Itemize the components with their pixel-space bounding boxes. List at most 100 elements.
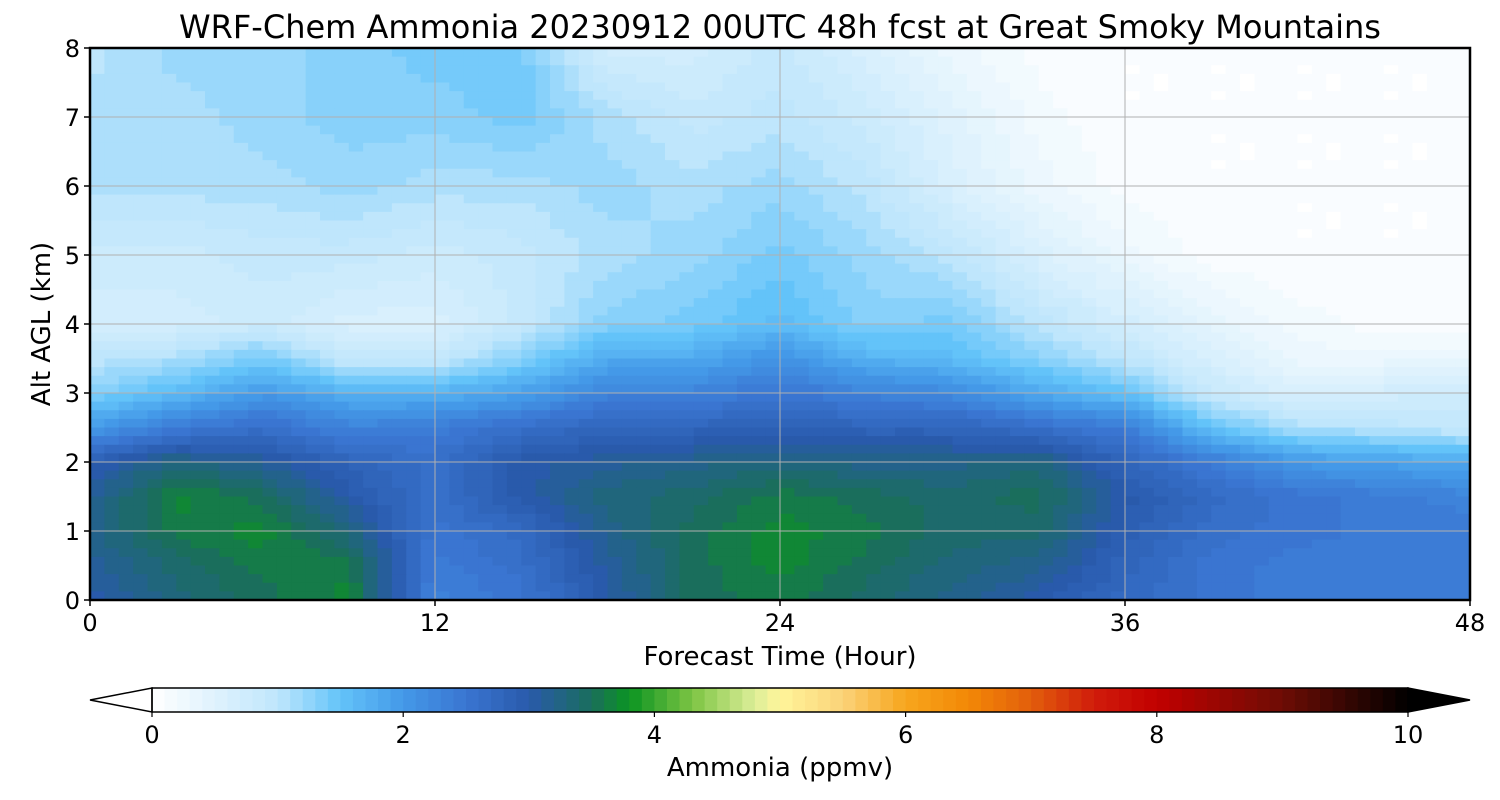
field-cell [966,255,982,265]
field-cell [449,142,465,153]
field-cell [1340,134,1356,144]
field-cell [1412,151,1428,161]
field-cell [506,48,522,58]
field-cell [492,332,508,342]
field-cell [564,65,580,75]
field-cell [1168,470,1184,480]
field-cell [305,203,321,213]
field-cell [262,203,278,213]
field-cell [1254,479,1270,489]
field-cell [765,255,781,265]
field-cell [1426,462,1442,472]
field-cell [305,229,321,239]
field-cell [923,263,939,273]
field-cell [1412,470,1428,480]
field-cell [478,56,494,66]
field-cell [1383,436,1399,446]
field-cell [233,418,249,429]
field-cell [391,117,407,127]
field-cell [478,203,494,213]
field-cell [966,151,982,161]
field-cell [938,462,954,472]
field-cell [276,246,292,256]
field-cell [550,65,566,75]
field-cell [1081,384,1097,394]
field-cell [305,194,321,204]
field-cell [1441,367,1457,377]
field-cell [104,436,120,446]
field-cell [880,56,896,66]
field-cell [176,358,192,368]
field-cell [1053,375,1069,386]
field-cell [1398,470,1414,480]
field-cell [851,168,867,179]
field-cell [1081,246,1097,256]
field-cell [923,237,939,248]
field-cell [219,48,235,58]
field-cell [693,125,709,135]
field-cell [118,117,134,127]
field-cell [420,410,436,420]
field-cell [564,306,580,317]
field-cell [722,401,738,411]
field-cell [952,151,968,161]
field-cell [90,246,106,256]
field-cell [1038,401,1054,411]
field-cell [952,255,968,265]
field-cell [923,108,939,118]
field-cell [938,436,954,446]
field-cell [621,341,637,351]
field-cell [233,125,249,135]
field-cell [1455,384,1470,394]
field-cell [1067,444,1083,455]
field-cell [909,142,925,153]
field-cell [262,418,278,429]
field-cell [923,349,939,360]
field-cell [1441,203,1457,213]
field-cell [1211,203,1227,213]
field-cell [1311,229,1327,239]
field-cell [1326,384,1342,394]
field-cell [923,168,939,179]
field-cell [276,410,292,420]
field-cell [1283,324,1299,334]
field-cell [1182,186,1198,196]
field-cell [133,186,149,196]
field-cell [90,427,106,437]
field-cell [219,237,235,248]
field-cell [1254,134,1270,144]
field-cell [305,272,321,282]
field-cell [1398,427,1414,437]
field-cell [478,280,494,291]
field-cell [348,462,364,472]
field-cell [607,393,623,403]
field-cell [1024,349,1040,360]
field-cell [1010,220,1026,230]
field-cell [1096,82,1112,92]
field-cell [1110,56,1126,66]
field-cell [391,375,407,386]
field-cell [1024,211,1040,222]
field-cell [478,91,494,101]
field-cell [1297,48,1313,58]
field-cell [1355,177,1371,187]
field-cell [1182,487,1198,498]
field-cell [665,324,681,334]
field-cell [1211,91,1227,101]
field-cell [104,160,120,170]
field-cell [1355,393,1371,403]
field-cell [1326,306,1342,317]
field-cell [420,125,436,135]
field-cell [679,255,695,265]
field-cell [1355,349,1371,360]
field-cell [808,237,824,248]
field-cell [1053,125,1069,135]
field-cell [1081,280,1097,291]
field-cell [722,255,738,265]
field-cell [722,56,738,66]
field-cell [420,237,436,248]
field-cell [305,332,321,342]
field-cell [463,134,479,144]
field-cell [751,332,767,342]
field-cell [564,108,580,118]
